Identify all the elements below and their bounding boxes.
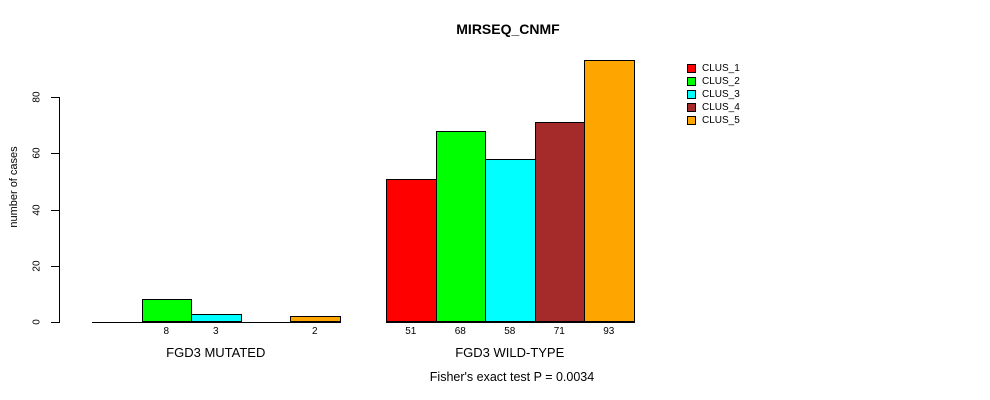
bar-value-label: 8 [163, 326, 170, 337]
category-label: FGD3 MUTATED [166, 345, 266, 360]
bar-clus_5-group1 [290, 316, 341, 322]
y-axis-tick [51, 97, 59, 98]
legend-swatch-icon [687, 90, 696, 99]
legend-swatch-icon [687, 64, 696, 73]
group-baseline [92, 322, 341, 323]
legend: CLUS_1 CLUS_2 CLUS_3 CLUS_4 CLUS_5 [687, 62, 740, 127]
legend-item-clus_4: CLUS_4 [687, 101, 740, 114]
legend-item-clus_5: CLUS_5 [687, 114, 740, 127]
bar-value-label: 93 [603, 326, 615, 337]
legend-item-clus_1: CLUS_1 [687, 62, 740, 75]
bar-clus_3-group1 [191, 314, 242, 322]
y-tick-label: 40 [31, 203, 43, 216]
bar-value-label: 3 [212, 326, 219, 337]
y-tick-label: 0 [31, 319, 43, 325]
legend-swatch-icon [687, 77, 696, 86]
y-tick-label: 80 [31, 91, 43, 103]
y-axis-tick [51, 153, 59, 155]
bar-value-label: 51 [405, 326, 417, 337]
category-label: FGD3 WILD-TYPE [455, 345, 565, 360]
bar-clus_1-group2 [386, 179, 437, 322]
group-baseline [386, 322, 635, 323]
y-axis-line [59, 97, 60, 323]
bar-value-label: 2 [311, 326, 318, 337]
bar-clus_4-group2 [534, 122, 585, 322]
y-tick-label: 60 [31, 147, 43, 159]
bar-value-label: 58 [504, 326, 516, 337]
legend-swatch-icon [687, 116, 696, 125]
legend-item-clus_2: CLUS_2 [687, 75, 740, 88]
legend-label: CLUS_2 [702, 76, 740, 87]
legend-label: CLUS_5 [702, 115, 740, 126]
y-axis-tick [51, 209, 59, 211]
legend-swatch-icon [687, 103, 696, 112]
legend-item-clus_3: CLUS_3 [687, 88, 740, 101]
chart-title: MIRSEQ_CNMF [456, 21, 560, 37]
bar-clus_3-group2 [485, 159, 536, 322]
bar-value-label: 68 [454, 326, 466, 337]
bar-clus_5-group2 [584, 60, 635, 322]
y-axis-tick [51, 322, 59, 323]
bar-clus_2-group1 [141, 299, 192, 322]
legend-label: CLUS_1 [702, 63, 740, 74]
y-tick-label: 20 [31, 260, 43, 272]
bar-clus_2-group2 [435, 131, 486, 322]
y-axis-tick [51, 265, 59, 267]
bar-value-label: 71 [553, 326, 565, 337]
legend-label: CLUS_4 [702, 102, 740, 113]
fisher-test-annotation: Fisher's exact test P = 0.0034 [429, 370, 595, 384]
legend-label: CLUS_3 [702, 89, 740, 100]
